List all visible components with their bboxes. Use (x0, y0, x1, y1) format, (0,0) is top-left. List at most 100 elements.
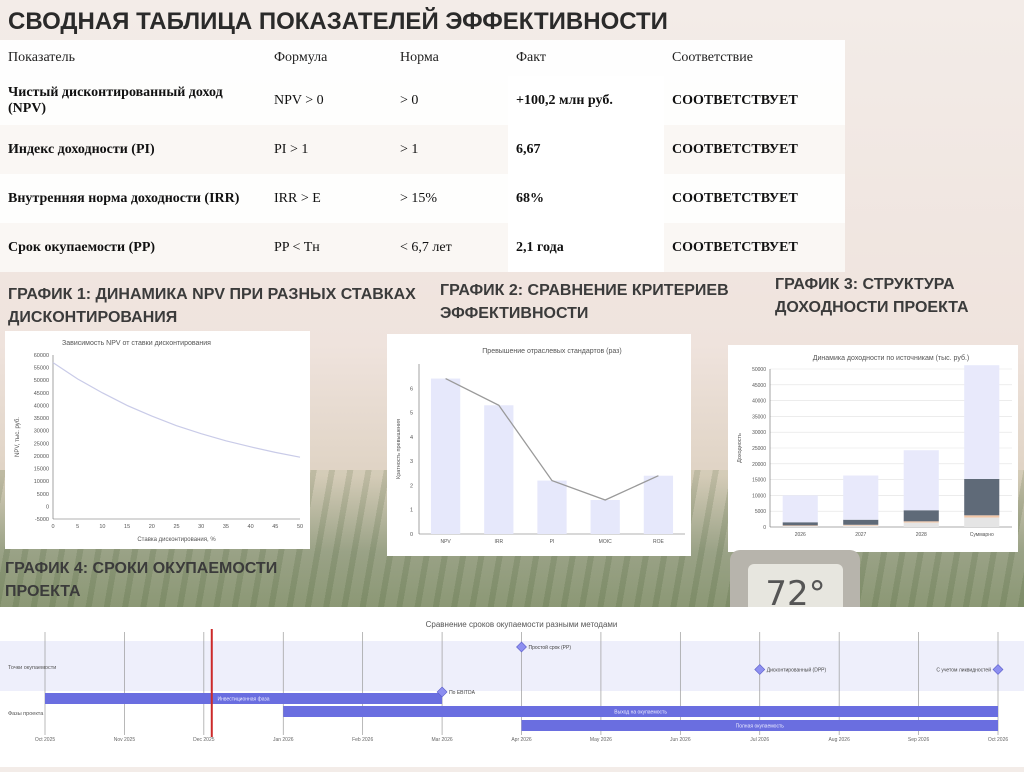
y-tick-label: 35000 (34, 416, 49, 422)
x-tick-label: MOIC (599, 539, 612, 545)
kpi-table: Показатель Формула Норма Факт Соответств… (0, 40, 845, 272)
x-tick-label: 0 (51, 524, 54, 530)
stacked-bar-segment (903, 521, 939, 523)
chart4-payback-timeline: Сравнение сроков окупаемости разными мет… (0, 620, 1024, 743)
x-tick-label: 35 (223, 524, 229, 530)
chart1-caption: ГРАФИК 1: ДИНАМИКА NPV ПРИ РАЗНЫХ СТАВКА… (8, 286, 416, 326)
stacked-bar-segment (782, 522, 818, 526)
row-label: Фазы проекта (8, 711, 44, 717)
y-tick-label: 40000 (752, 399, 766, 405)
y-tick-label: 10000 (752, 493, 766, 499)
y-tick-label: 2 (410, 483, 413, 489)
table-header-row: Показатель Формула Норма Факт Соответств… (0, 40, 845, 76)
y-tick-label: 15000 (34, 467, 49, 473)
stacked-bar-segment (964, 365, 1000, 479)
y-tick-label: 0 (410, 532, 413, 538)
chart-title: Превышение отраслевых стандартов (раз) (482, 348, 621, 355)
x-tick-label: 40 (248, 524, 254, 530)
x-tick-label: Суммарно (970, 532, 994, 538)
stacked-bar-segment (782, 495, 818, 523)
stacked-bar-segment (843, 524, 879, 526)
column-header: Формула (274, 50, 328, 65)
y-axis-label: Кратность превышения (396, 419, 402, 479)
x-tick-label: IRR (494, 539, 503, 545)
y-tick-label: 5 (410, 411, 413, 417)
indicator-cell: Внутренняя норма доходности (IRR) (8, 190, 240, 206)
status-cell: СООТВЕТСТВУЕТ (664, 125, 845, 174)
y-tick-label: 50000 (752, 367, 766, 373)
y-tick-label: 20000 (34, 454, 49, 460)
y-tick-label: -5000 (35, 517, 49, 523)
column-header: Показатель (8, 50, 75, 65)
bar (537, 480, 567, 534)
formula-cell: PI > 1 (266, 125, 392, 174)
x-tick-label: Mar 2026 (432, 737, 453, 743)
norm-cell: > 15% (400, 190, 438, 206)
x-tick-label: Apr 2026 (511, 737, 532, 743)
chart-title: Динамика доходности по источникам (тыс. … (813, 354, 969, 362)
x-tick-label: 5 (76, 524, 79, 530)
bar (643, 475, 674, 534)
x-tick-label: NPV (440, 539, 451, 545)
y-tick-label: 35000 (752, 414, 766, 420)
milestone-diamond (754, 664, 766, 675)
y-tick-label: 45000 (752, 383, 766, 389)
formula-cell: PP < Tн (266, 223, 392, 272)
chart4-caption: ГРАФИК 4: СРОКИ ОКУПАЕМОСТИ ПРОЕКТА (5, 560, 278, 600)
stacked-bar-segment (843, 475, 879, 520)
x-tick-label: Jun 2026 (670, 737, 691, 743)
formula-cell: IRR > E (274, 190, 321, 206)
x-tick-label: 2028 (916, 532, 927, 538)
norm-cell: > 1 (392, 125, 508, 174)
npv-series-line (52, 362, 301, 458)
table-row: Внутренняя норма доходности (IRR) IRR > … (0, 174, 845, 223)
y-tick-label: 20000 (752, 462, 766, 468)
x-tick-label: ROE (653, 539, 665, 545)
y-tick-label: 6 (410, 386, 413, 392)
x-tick-label: May 2026 (590, 737, 612, 743)
bar (484, 405, 514, 534)
y-tick-label: 60000 (34, 353, 49, 359)
phase-label: Полная окупаемость (736, 724, 785, 730)
y-tick-label: 0 (763, 525, 766, 531)
y-tick-label: 10000 (34, 479, 49, 485)
chart2-caption: ГРАФИК 2: СРАВНЕНИЕ КРИТЕРИЕВ ЭФФЕКТИВНО… (440, 282, 729, 322)
x-axis-label: Ставка дисконтирования, % (137, 537, 216, 543)
chart3-panel: Динамика доходности по источникам (тыс. … (728, 345, 1018, 552)
x-tick-label: 30 (198, 524, 204, 530)
x-tick-label: Oct 2026 (988, 737, 1009, 743)
stacked-bar-segment (964, 517, 1000, 527)
table-row: Срок окупаемости (PP) PP < Tн < 6,7 лет … (0, 223, 845, 272)
fact-cell: 6,67 (508, 125, 664, 174)
indicator-cell: Срок окупаемости (PP) (0, 223, 266, 272)
stacked-bar-segment (782, 525, 818, 527)
table-row: Чистый дисконтированный доход (NPV) NPV … (0, 76, 845, 125)
column-header: Факт (516, 50, 547, 65)
x-tick-label: 50 (297, 524, 303, 530)
phase-bar (521, 720, 998, 731)
kpi-table-panel: Показатель Формула Норма Факт Соответств… (0, 40, 845, 272)
chart2-criteria-bars: Превышение отраслевых стандартов (раз) 0 1… (396, 348, 685, 545)
norm-cell: > 0 (400, 92, 419, 108)
stacked-bar-segment (903, 522, 939, 527)
x-tick-label: PI (550, 539, 555, 545)
phase-bar (45, 693, 443, 704)
chart-title: Сравнение сроков окупаемости разными мет… (426, 620, 618, 629)
stacked-bar-segment (903, 510, 939, 522)
formula-cell: NPV > 0 (274, 92, 324, 108)
chart-title: Зависимость NPV от ставки дисконтировани… (62, 340, 211, 347)
milestone-label: По EBITDA (449, 690, 475, 696)
milestone-diamond (992, 664, 1004, 675)
milestone-diamond (436, 686, 448, 698)
x-tick-label: Jul 2026 (750, 737, 769, 743)
x-tick-label: 2027 (855, 532, 866, 538)
x-tick-label: 25 (173, 524, 179, 530)
fact-cell: 68% (508, 174, 664, 223)
column-header: Соответствие (672, 50, 753, 65)
stacked-bar-segment (964, 478, 1000, 516)
norm-cell: < 6,7 лет (392, 223, 508, 272)
x-tick-label: 20 (149, 524, 155, 530)
bar (430, 378, 461, 534)
y-tick-label: 4 (410, 435, 413, 441)
milestone-label: Простой срок (PP) (529, 644, 572, 651)
